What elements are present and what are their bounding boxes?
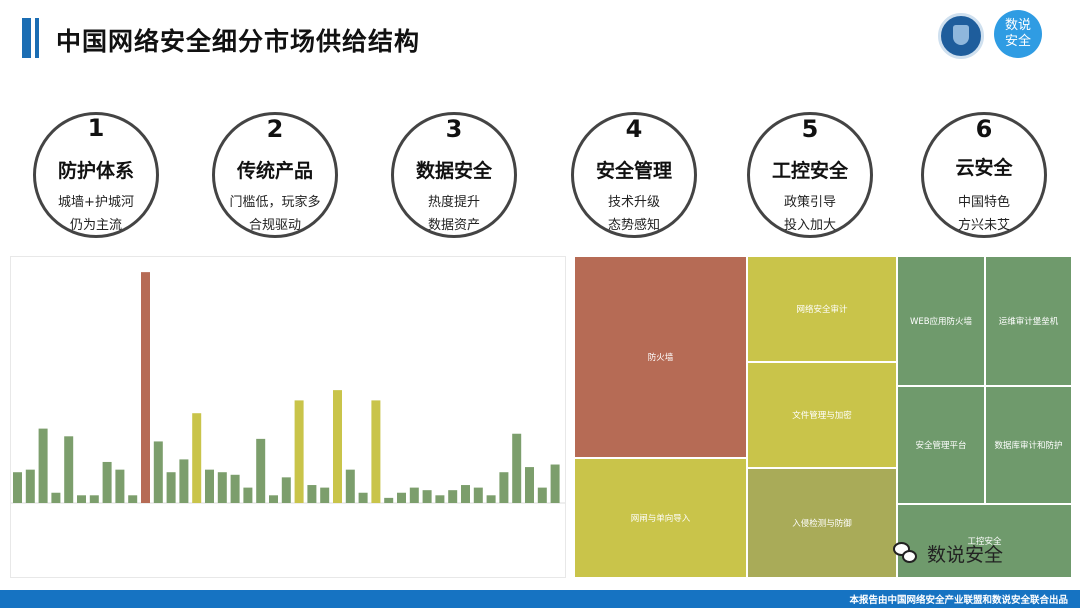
bar-28 (358, 492, 368, 503)
bar-chart-panel (10, 256, 566, 578)
bar-39 (499, 472, 509, 503)
segment-circle-5: 5 工控安全 政策引导 投入加大 (747, 112, 873, 238)
bar-34 (435, 495, 445, 503)
bar-9 (115, 469, 125, 503)
bar-41 (525, 467, 534, 503)
bar-22 (281, 477, 291, 503)
segment-number: 1 (87, 114, 105, 142)
treemap-chart: 防火墙 网闸与单向导入 网络安全审计 文件管理与加密 入侵检测与防御 WEB应用防火墙 运维… (574, 256, 1072, 578)
logo-text-line2: 安全 (1004, 34, 1031, 49)
segment-circle-2: 2 传统产品 门槛低，玩家多 合规驱动 (212, 112, 338, 238)
segment-line2: 数据资产 (427, 218, 480, 233)
treemap-tile-3: 网络安全审计 (747, 256, 897, 362)
bar-20 (256, 438, 266, 503)
bar-12 (153, 441, 163, 503)
treemap-tile-6: WEB应用防火墙 (897, 256, 985, 386)
treemap-tile-4: 文件管理与加密 (747, 362, 897, 468)
treemap-tile-2: 网闸与单向导入 (574, 458, 747, 578)
bar-8 (102, 461, 112, 503)
segment-line2: 方兴未艾 (957, 218, 1010, 233)
bar-23 (294, 400, 304, 503)
bar-7 (89, 495, 99, 503)
treemap-tile-5: 入侵检测与防御 (747, 468, 897, 578)
segment-name: 安全管理 (595, 160, 672, 182)
bar-19 (243, 487, 253, 503)
segment-line2: 合规驱动 (248, 218, 301, 233)
bar-1 (13, 472, 22, 503)
bar-26 (333, 390, 342, 503)
logo-text-line1: 数说 (1004, 18, 1031, 33)
treemap-tile-10: 工控安全 (897, 504, 1072, 578)
bar-32 (409, 487, 419, 503)
segment-line1: 城墙+护城河 (58, 195, 134, 210)
wechat-icon (893, 541, 919, 566)
segment-name: 数据安全 (415, 160, 492, 182)
bar-4 (51, 492, 61, 503)
bar-40 (512, 433, 522, 503)
segment-number: 3 (445, 115, 463, 143)
segment-circle-1: 1 防护体系 城墙+护城河 仍为主流 (33, 112, 159, 238)
bar-30 (384, 497, 394, 503)
footer-bar: 本报告由中国网络安全产业联盟和数说安全联合出品 (0, 590, 1080, 608)
bar-chart (11, 272, 565, 504)
bar-29 (371, 400, 381, 503)
title-accent-bar-thin (35, 18, 39, 58)
bar-18 (230, 474, 240, 503)
bar-6 (77, 495, 86, 503)
treemap-tile-9: 数据库审计和防护 (985, 386, 1072, 504)
segment-line2: 仍为主流 (69, 218, 122, 233)
segment-line1: 热度提升 (427, 195, 480, 210)
segment-line1: 政策引导 (783, 195, 836, 210)
treemap-tile-1: 防火墙 (574, 256, 747, 458)
shushuo-logo: 数说 安全 (994, 10, 1042, 58)
bar-36 (461, 485, 470, 503)
footer-text: 本报告由中国网络安全产业联盟和数说安全联合出品 (849, 595, 1068, 606)
segment-number: 6 (975, 115, 993, 143)
segment-number: 2 (266, 115, 284, 143)
bar-38 (486, 495, 496, 503)
segment-line1: 门槛低，玩家多 (229, 195, 321, 210)
treemap-tile-8: 安全管理平台 (897, 386, 985, 504)
bar-10 (128, 495, 138, 503)
wechat-watermark: 数说安全 (893, 540, 1003, 567)
bar-2 (25, 469, 35, 503)
segment-circle-3: 3 数据安全 热度提升 数据资产 (391, 112, 517, 238)
bar-42 (537, 487, 547, 503)
segment-line1: 中国特色 (957, 195, 1010, 210)
segment-number: 5 (801, 115, 819, 143)
segment-name: 云安全 (955, 157, 1013, 179)
bar-16 (205, 469, 214, 503)
bar-21 (269, 495, 278, 503)
alliance-logo-icon (938, 13, 984, 59)
page-title: 中国网络安全细分市场供给结构 (56, 27, 421, 56)
bar-14 (179, 459, 189, 503)
bar-3 (38, 428, 48, 503)
segment-line2: 投入加大 (783, 218, 836, 233)
bar-15 (192, 413, 202, 503)
bar-37 (473, 487, 483, 503)
bar-43 (550, 464, 560, 503)
segment-line1: 技术升级 (607, 195, 660, 210)
bar-35 (448, 490, 458, 503)
segment-name: 工控安全 (771, 160, 848, 182)
segment-number: 4 (625, 115, 643, 143)
segment-name: 传统产品 (236, 160, 313, 182)
bar-33 (422, 490, 432, 503)
segment-circle-4: 4 安全管理 技术升级 态势感知 (571, 112, 697, 238)
bar-13 (166, 472, 176, 503)
title-accent-bar (22, 18, 31, 58)
bar-5 (64, 436, 74, 503)
bar-11 (141, 272, 150, 503)
segment-circle-6: 6 云安全 中国特色 方兴未艾 (921, 112, 1047, 238)
bar-31 (397, 492, 406, 503)
bar-17 (217, 472, 227, 503)
bar-27 (345, 469, 355, 503)
watermark-text: 数说安全 (927, 544, 1004, 566)
bar-25 (320, 487, 330, 503)
bar-24 (307, 485, 317, 503)
segment-name: 防护体系 (57, 160, 134, 182)
treemap-tile-7: 运维审计堡垒机 (985, 256, 1072, 386)
segment-line2: 态势感知 (607, 218, 660, 233)
